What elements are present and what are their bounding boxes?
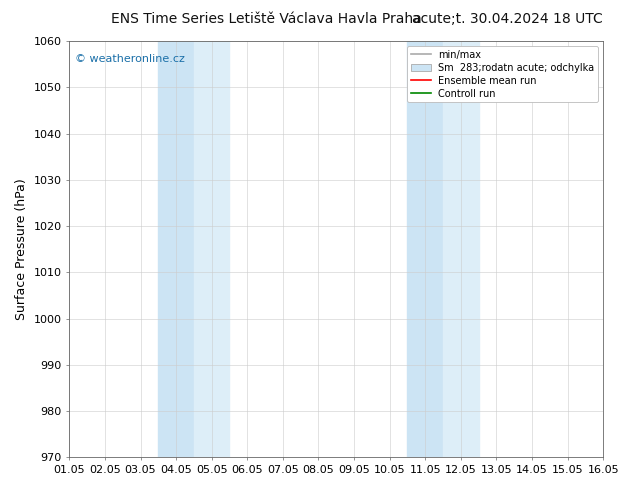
Text: ENS Time Series Letiště Václava Havla Praha: ENS Time Series Letiště Václava Havla Pr…	[111, 12, 422, 26]
Bar	[443, 41, 479, 457]
Bar	[158, 41, 194, 457]
Bar	[408, 41, 443, 457]
Text: © weatheronline.cz: © weatheronline.cz	[75, 53, 184, 64]
Legend: min/max, Sm  283;rodatn acute; odchylka, Ensemble mean run, Controll run: min/max, Sm 283;rodatn acute; odchylka, …	[407, 46, 598, 102]
Bar	[194, 41, 230, 457]
Y-axis label: Surface Pressure (hPa): Surface Pressure (hPa)	[15, 178, 28, 320]
Text: acute;t. 30.04.2024 18 UTC: acute;t. 30.04.2024 18 UTC	[412, 12, 602, 26]
